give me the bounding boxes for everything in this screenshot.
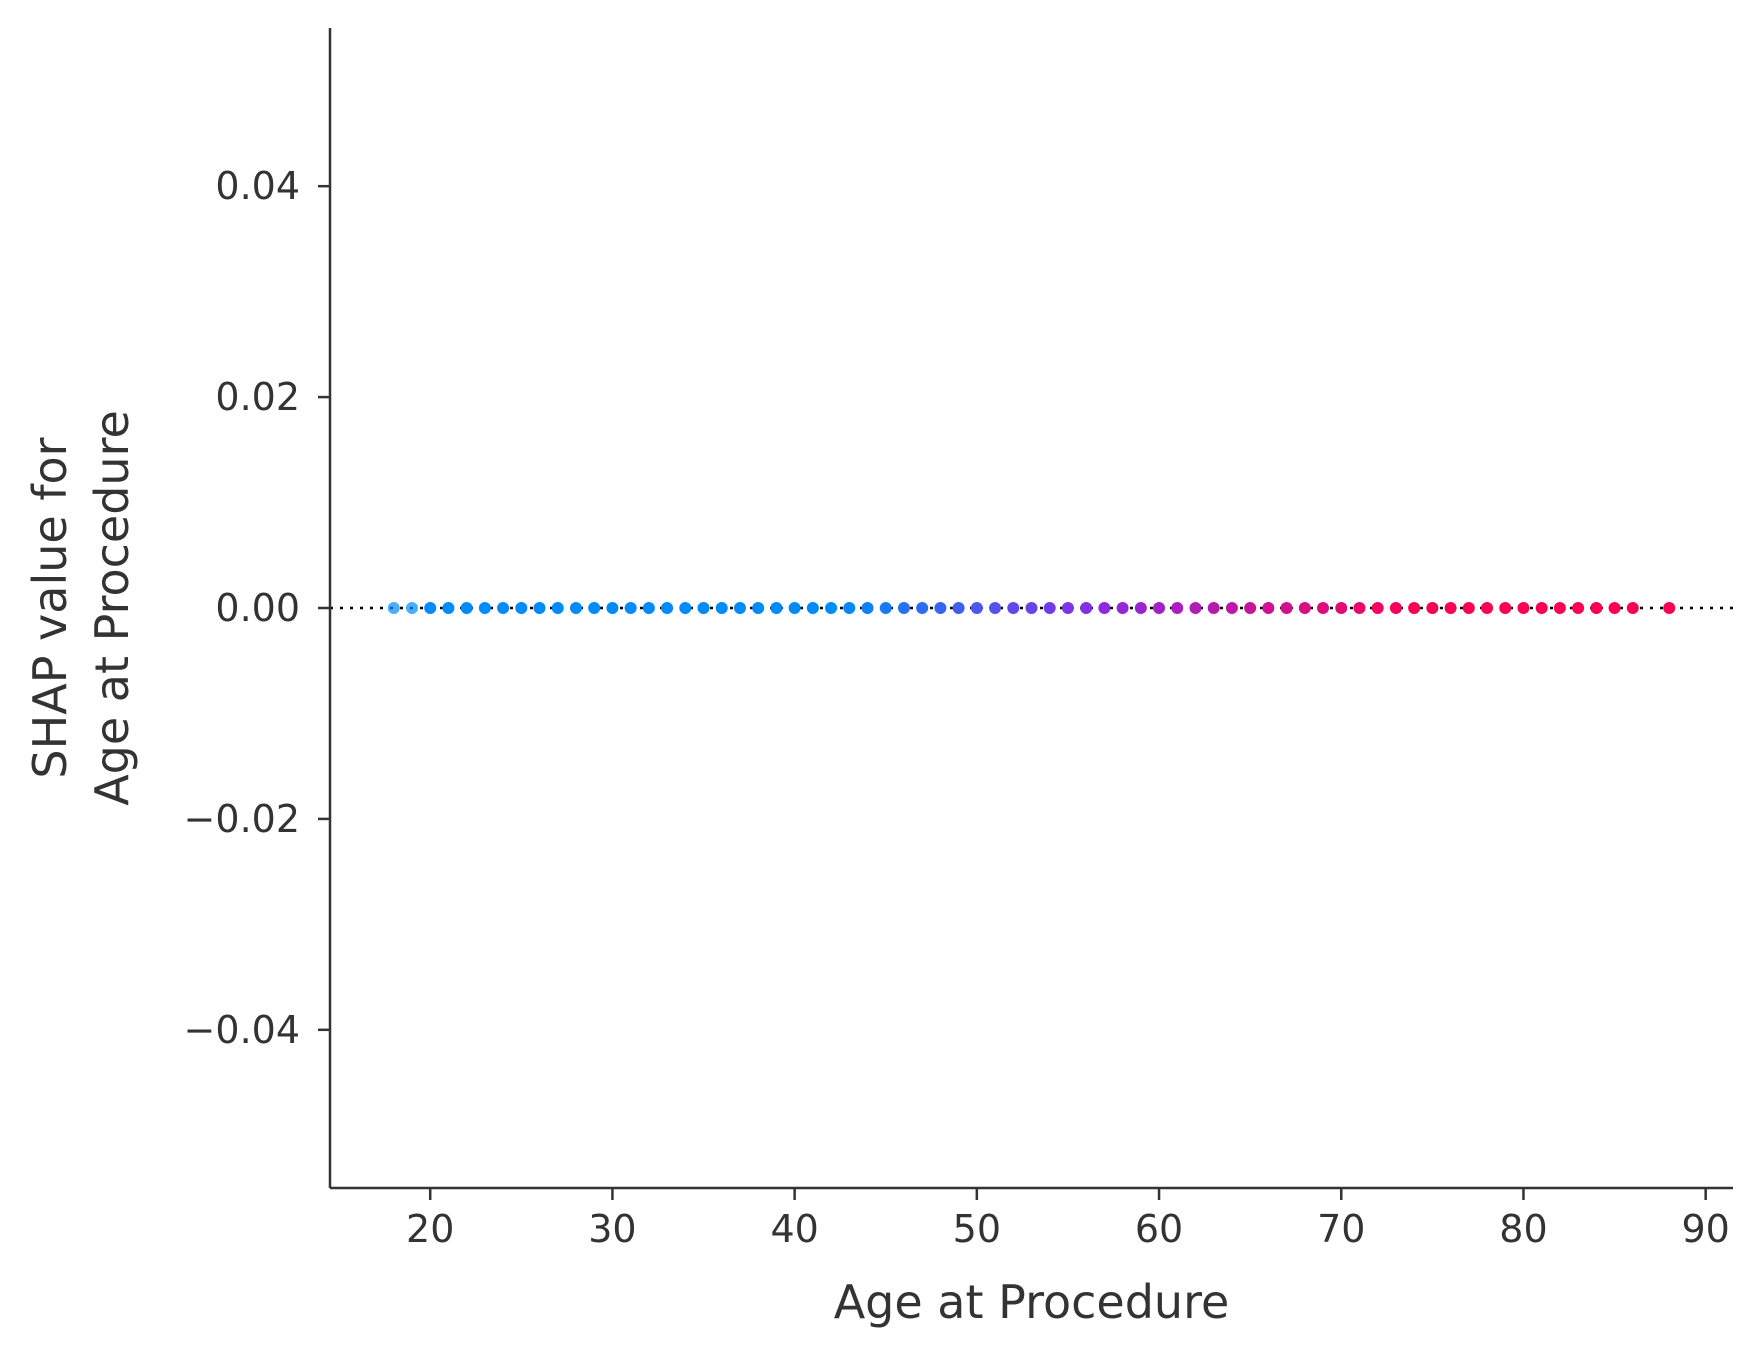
data-point (916, 602, 929, 614)
y-tick-label: −0.02 (184, 797, 300, 841)
data-point (460, 602, 473, 614)
data-point (606, 602, 619, 614)
data-point (405, 602, 418, 614)
data-point (1353, 602, 1366, 614)
data-point (515, 602, 528, 614)
data-point (588, 602, 601, 614)
x-tick-label: 20 (406, 1207, 454, 1251)
data-point (879, 602, 892, 614)
data-point (934, 602, 947, 614)
data-point (1298, 602, 1311, 614)
data-point (970, 602, 983, 614)
data-point (1080, 602, 1093, 614)
data-point (1499, 602, 1512, 614)
data-point (952, 602, 965, 614)
data-point (1572, 602, 1585, 614)
data-point (752, 602, 765, 614)
y-tick-label: −0.04 (184, 1008, 300, 1052)
data-point (1225, 602, 1238, 614)
y-tick-label: 0.00 (215, 586, 300, 630)
data-point (1408, 602, 1421, 614)
x-axis-label: Age at Procedure (834, 1275, 1230, 1329)
data-point (1444, 602, 1457, 614)
x-tick-label: 40 (770, 1207, 818, 1251)
data-point (624, 602, 637, 614)
data-point (1426, 602, 1439, 614)
data-point (1590, 602, 1603, 614)
y-axis-label-line-2: Age at Procedure (85, 410, 139, 806)
data-points-layer (387, 602, 1676, 614)
data-point (1317, 602, 1330, 614)
data-point (1098, 602, 1111, 614)
data-point (1280, 602, 1293, 614)
data-point (897, 602, 910, 614)
data-point (1189, 602, 1202, 614)
data-point (1171, 602, 1184, 614)
data-point (551, 602, 564, 614)
y-tick-label: 0.04 (215, 164, 300, 208)
data-point (1663, 602, 1676, 614)
data-point (697, 602, 710, 614)
data-point (1608, 602, 1621, 614)
x-tick-label: 50 (953, 1207, 1001, 1251)
data-point (1244, 602, 1257, 614)
data-point (497, 602, 510, 614)
data-point (1153, 602, 1166, 614)
data-point (733, 602, 746, 614)
data-point (843, 602, 856, 614)
data-point (1025, 602, 1038, 614)
data-point (1007, 602, 1020, 614)
x-tick-label: 80 (1499, 1207, 1547, 1251)
data-point (825, 602, 838, 614)
data-point (442, 602, 455, 614)
data-point (661, 602, 674, 614)
data-point (679, 602, 692, 614)
x-tick-label: 90 (1681, 1207, 1729, 1251)
y-axis-label-line-1: SHAP value for (23, 437, 77, 778)
data-point (1207, 602, 1220, 614)
x-tick-label: 30 (588, 1207, 636, 1251)
data-point (861, 602, 874, 614)
data-point (1517, 602, 1530, 614)
data-point (770, 602, 783, 614)
data-point (1371, 602, 1384, 614)
data-point (1043, 602, 1056, 614)
data-point (478, 602, 491, 614)
data-point (533, 602, 546, 614)
data-point (1116, 602, 1129, 614)
data-point (387, 602, 400, 614)
x-ticks-layer: 20 30 40 50 60 70 80 90 (406, 1188, 1730, 1251)
data-point (788, 602, 801, 614)
data-point (1389, 602, 1402, 614)
x-tick-label: 70 (1317, 1207, 1365, 1251)
data-point (1061, 602, 1074, 614)
data-point (569, 602, 582, 614)
data-point (642, 602, 655, 614)
data-point (1481, 602, 1494, 614)
y-tick-label: 0.02 (215, 375, 300, 419)
data-point (715, 602, 728, 614)
y-ticks-layer: 0.04 0.02 0.00 −0.02 −0.04 (184, 164, 330, 1052)
data-point (1535, 602, 1548, 614)
data-point (989, 602, 1002, 614)
data-point (1134, 602, 1147, 614)
x-tick-label: 60 (1135, 1207, 1183, 1251)
data-point (1262, 602, 1275, 614)
data-point (1553, 602, 1566, 614)
data-point (424, 602, 437, 614)
data-point (1335, 602, 1348, 614)
data-point (1626, 602, 1639, 614)
data-point (806, 602, 819, 614)
data-point (1462, 602, 1475, 614)
